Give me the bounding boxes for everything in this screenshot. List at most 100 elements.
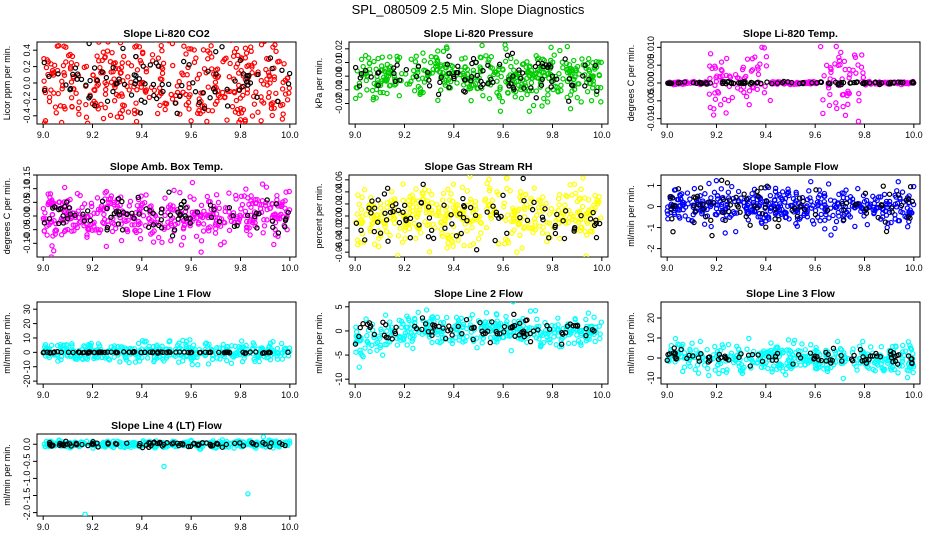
data-point-black xyxy=(468,78,474,84)
data-point-black xyxy=(527,330,533,337)
data-point-yellow xyxy=(583,253,589,257)
y-tick-label: -1.0 xyxy=(22,471,32,487)
data-point-black xyxy=(737,209,743,215)
data-point-magenta xyxy=(718,66,725,73)
data-point-yellow xyxy=(539,230,546,236)
data-point-black xyxy=(135,194,141,201)
data-point-magenta xyxy=(739,66,746,73)
data-point-cyan xyxy=(259,345,266,351)
data-point-magenta xyxy=(267,205,274,211)
data-point-cyan xyxy=(788,365,794,372)
data-point-black xyxy=(185,349,191,356)
data-point-blue xyxy=(836,191,842,198)
data-point-cyan xyxy=(449,337,455,344)
data-point-red xyxy=(100,49,107,55)
data-point-black xyxy=(561,235,568,242)
data-point-cyan xyxy=(837,345,844,352)
data-point-blue xyxy=(877,194,884,200)
x-tick-label: 9.2 xyxy=(86,263,99,273)
data-point-green xyxy=(406,81,413,87)
data-point-red xyxy=(59,86,65,92)
data-point-red xyxy=(46,94,53,100)
data-point-green xyxy=(357,92,363,98)
data-point-black xyxy=(393,324,399,330)
data-point-red xyxy=(105,42,111,45)
data-point-blue xyxy=(697,193,703,199)
data-point-black xyxy=(86,95,92,101)
x-tick-label: 9.0 xyxy=(349,390,362,400)
data-point-cyan xyxy=(231,445,237,451)
points-layer xyxy=(352,42,604,114)
y-tick-label: 0.02 xyxy=(334,195,344,213)
data-point-yellow xyxy=(367,225,373,232)
data-point-yellow xyxy=(487,185,493,192)
data-point-black xyxy=(224,103,231,109)
data-point-magenta xyxy=(243,224,250,230)
data-point-red xyxy=(214,98,220,105)
data-point-green xyxy=(527,63,533,69)
data-point-red xyxy=(235,140,239,144)
data-point-black xyxy=(438,74,445,80)
data-point-black xyxy=(75,349,82,355)
data-point-red xyxy=(111,76,117,82)
data-point-cyan xyxy=(58,356,64,363)
data-point-cyan xyxy=(161,358,167,364)
x-tick-label: 9.8 xyxy=(546,130,559,140)
data-point-yellow xyxy=(414,213,420,220)
data-point-red xyxy=(212,79,219,85)
data-point-black xyxy=(179,82,185,89)
data-point-black xyxy=(524,317,530,323)
data-point-yellow xyxy=(452,203,459,209)
data-point-magenta xyxy=(746,88,753,94)
data-point-magenta xyxy=(94,210,100,217)
data-point-red xyxy=(134,67,141,73)
data-point-yellow xyxy=(501,200,508,206)
data-point-cyan xyxy=(482,321,488,327)
data-point-blue xyxy=(886,209,893,216)
data-point-magenta xyxy=(150,239,157,245)
data-point-cyan xyxy=(705,365,711,372)
data-point-black xyxy=(501,323,508,330)
data-point-cyan xyxy=(48,342,55,349)
data-point-red xyxy=(214,66,221,72)
data-point-yellow xyxy=(510,218,517,224)
x-tick-label: 10.0 xyxy=(593,263,611,273)
data-point-black xyxy=(158,206,165,212)
data-point-yellow xyxy=(461,242,467,249)
data-point-cyan xyxy=(425,325,431,332)
data-point-magenta xyxy=(162,224,168,230)
data-point-black xyxy=(759,358,766,365)
data-point-red xyxy=(99,57,105,64)
data-point-cyan xyxy=(437,339,443,346)
data-point-yellow xyxy=(370,212,377,219)
data-point-blue xyxy=(864,221,871,228)
data-point-black xyxy=(46,216,53,222)
data-point-black xyxy=(841,217,847,223)
data-point-black xyxy=(110,88,116,95)
data-point-magenta xyxy=(149,229,156,236)
data-point-black xyxy=(158,217,165,223)
data-point-cyan xyxy=(802,347,809,353)
data-point-black xyxy=(726,197,733,203)
data-point-magenta xyxy=(767,97,774,104)
data-point-cyan xyxy=(883,356,889,362)
data-point-black xyxy=(381,332,388,339)
data-point-yellow xyxy=(384,204,390,211)
data-point-magenta xyxy=(155,234,162,241)
data-point-black xyxy=(457,211,463,217)
data-point-black xyxy=(857,346,864,353)
data-point-red xyxy=(169,96,176,102)
data-point-green xyxy=(530,102,537,109)
data-point-blue xyxy=(713,212,720,218)
data-point-red xyxy=(240,106,247,113)
data-point-black xyxy=(707,80,713,86)
data-point-green xyxy=(576,81,582,87)
data-point-black xyxy=(150,349,156,355)
data-point-green xyxy=(411,88,418,94)
data-point-magenta xyxy=(228,218,235,225)
data-point-cyan xyxy=(589,324,595,330)
data-point-blue xyxy=(830,212,836,219)
data-point-cyan xyxy=(135,340,142,347)
data-point-black xyxy=(841,207,847,213)
data-point-red xyxy=(159,128,163,132)
